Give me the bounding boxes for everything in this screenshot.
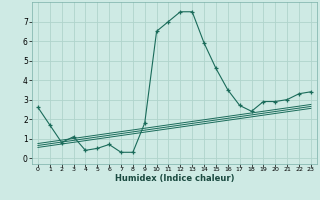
X-axis label: Humidex (Indice chaleur): Humidex (Indice chaleur) (115, 174, 234, 183)
